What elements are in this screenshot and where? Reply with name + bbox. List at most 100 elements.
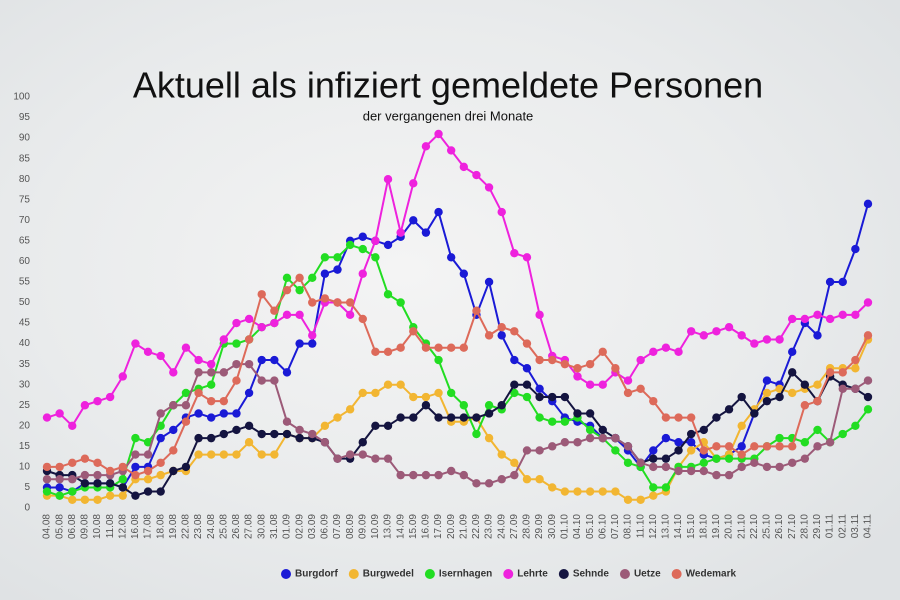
x-tick-label: 05.08 [54, 514, 65, 539]
data-point [169, 401, 178, 410]
legend-label: Burgdorf [295, 569, 338, 580]
data-point [484, 331, 494, 340]
data-point [434, 207, 443, 217]
legend-marker [424, 569, 435, 579]
x-tick-label: 05.10 [585, 514, 596, 539]
data-point [699, 425, 708, 435]
legend-marker [619, 569, 630, 579]
data-point [585, 359, 595, 369]
x-tick-label: 26.10 [774, 514, 785, 539]
data-point [623, 458, 633, 467]
data-point [270, 376, 279, 385]
data-point [649, 462, 658, 472]
data-point [118, 475, 127, 484]
data-point [838, 368, 847, 377]
data-point [371, 236, 380, 246]
x-tick-label: 01.11 [825, 514, 836, 539]
x-tick-label: 10.09 [370, 514, 381, 539]
y-tick-label: 85 [19, 153, 31, 164]
data-point [775, 442, 784, 451]
y-tick-label: 50 [19, 297, 31, 308]
x-tick-label: 13.10 [661, 514, 672, 539]
data-point [762, 396, 772, 406]
data-point [800, 401, 810, 410]
data-point [143, 450, 153, 459]
data-point [42, 475, 52, 484]
data-point [674, 466, 683, 476]
data-point [42, 413, 52, 422]
data-point [762, 462, 772, 472]
x-tick-label: 29.10 [812, 514, 823, 539]
data-point [358, 269, 367, 278]
data-point [535, 475, 544, 484]
data-point [788, 442, 797, 451]
x-tick-label: 16.08 [130, 514, 141, 539]
data-point [105, 466, 115, 476]
data-point [80, 454, 90, 463]
data-point [459, 413, 469, 422]
data-point [244, 335, 254, 344]
data-point [472, 170, 481, 180]
data-point [333, 265, 342, 274]
x-tick-label: 03.11 [850, 514, 861, 539]
x-tick-label: 04.10 [572, 514, 583, 539]
data-point [762, 335, 772, 344]
data-point [724, 322, 734, 332]
x-tick-label: 31.08 [269, 514, 280, 539]
data-point [788, 388, 797, 398]
legend-marker [281, 569, 291, 579]
data-point [232, 359, 241, 369]
data-point [446, 343, 456, 352]
x-tick-label: 20.10 [724, 514, 735, 539]
x-tick-label: 25.08 [218, 514, 229, 539]
data-point [232, 376, 241, 385]
data-point [750, 442, 759, 451]
data-point [169, 466, 178, 476]
data-point [598, 347, 607, 357]
data-point [522, 380, 532, 389]
data-point [345, 405, 355, 414]
data-point [661, 433, 671, 443]
data-point [611, 487, 620, 496]
data-point [510, 388, 519, 398]
data-point [409, 470, 418, 480]
data-point [181, 417, 191, 426]
data-point [548, 483, 557, 492]
data-point [649, 396, 658, 406]
data-point [484, 479, 494, 488]
data-point [737, 450, 746, 459]
data-point [851, 244, 860, 254]
data-point [611, 446, 620, 455]
data-point [257, 322, 266, 332]
data-point [345, 450, 355, 459]
data-point [548, 355, 557, 365]
data-point [649, 491, 658, 500]
data-point [371, 421, 380, 430]
x-tick-label: 11.08 [105, 514, 116, 539]
data-point [737, 462, 746, 472]
data-point [434, 129, 443, 139]
data-point [282, 417, 292, 426]
data-point [661, 454, 671, 463]
data-point [105, 392, 115, 402]
data-point [232, 318, 241, 328]
data-point [257, 429, 266, 439]
x-tick-label: 18.08 [155, 514, 166, 539]
x-tick-label: 10.08 [92, 514, 103, 539]
data-point [55, 483, 64, 492]
data-point [383, 290, 393, 299]
data-point [371, 347, 380, 357]
data-point [762, 442, 772, 451]
data-point [118, 462, 127, 472]
data-point [800, 454, 810, 463]
data-point [497, 207, 506, 217]
data-point [484, 183, 494, 192]
x-tick-label: 09.08 [80, 514, 91, 539]
x-tick-label: 01.10 [560, 514, 571, 539]
data-point [194, 368, 203, 377]
x-tick-label: 08.10 [623, 514, 634, 539]
data-point [131, 462, 140, 472]
x-tick-label: 23.08 [193, 514, 204, 539]
data-point [308, 331, 317, 340]
